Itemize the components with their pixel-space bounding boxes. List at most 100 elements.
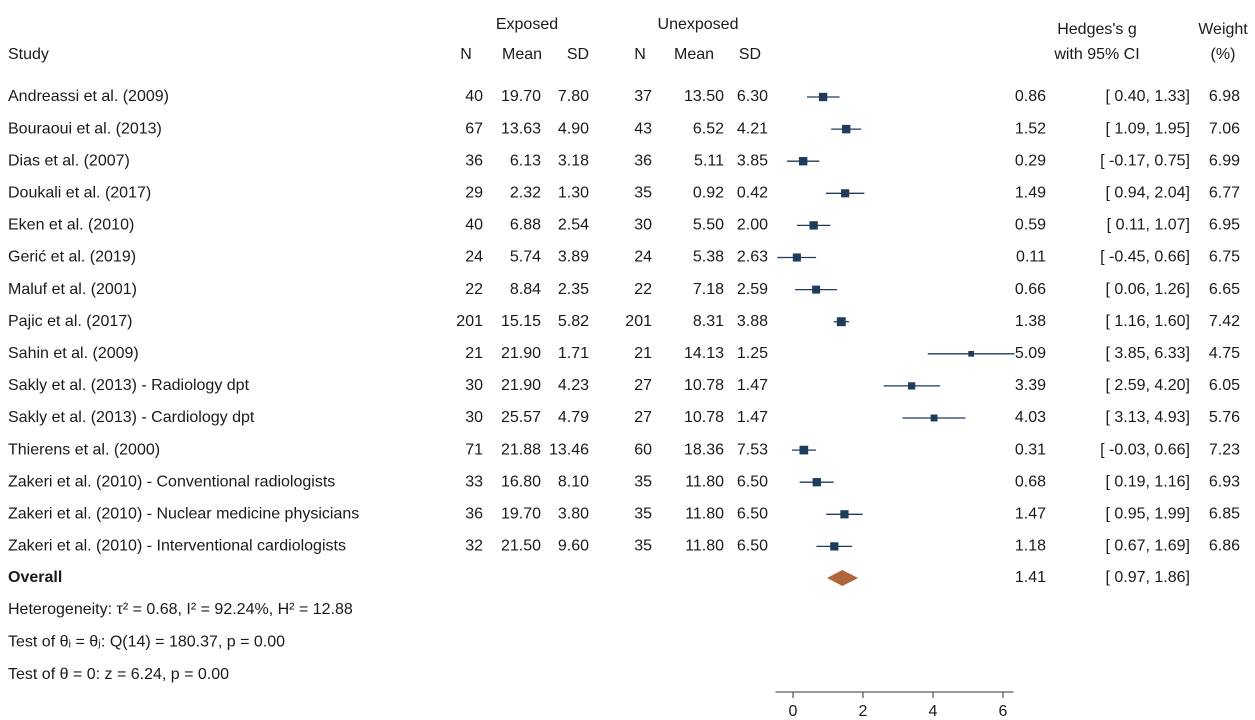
table-cell: 11.80 [685, 473, 724, 490]
table-cell: 6.88 [510, 217, 541, 234]
effect-marker [841, 189, 850, 198]
effect-marker [809, 221, 818, 230]
table-cell: 3.89 [558, 249, 589, 266]
table-cell: 36 [465, 152, 483, 169]
weight-label: 6.05 [1209, 377, 1240, 394]
weight-label: 4.75 [1209, 345, 1240, 362]
table-cell: 5.38 [693, 249, 724, 266]
overall-diamond [826, 570, 859, 586]
ci-label: [ -0.17, 0.75] [1100, 152, 1190, 169]
effect-label: 0.59 [1015, 217, 1046, 234]
ci-label: [ 0.06, 1.26] [1105, 281, 1190, 298]
table-cell: 7.18 [693, 281, 724, 298]
ci-label: [ 3.85, 6.33] [1105, 345, 1190, 362]
table-cell: 8.10 [558, 473, 589, 490]
effect-label: 0.86 [1015, 88, 1046, 105]
table-cell: 1.47 [737, 377, 768, 394]
table-cell: 13.46 [549, 441, 589, 458]
table-cell: 35 [634, 473, 652, 490]
study-label: Maluf et al. (2001) [8, 281, 137, 298]
study-label: Bouraoui et al. (2013) [8, 120, 162, 137]
weight-label: 7.06 [1209, 120, 1240, 137]
study-label: Zakeri et al. (2010) - Nuclear medicine … [8, 506, 359, 523]
table-cell: 3.80 [558, 506, 589, 523]
ci-label: [ 0.94, 2.04] [1105, 185, 1190, 202]
ci-label: [ 0.67, 1.69] [1105, 538, 1190, 555]
column-header: SD [567, 46, 589, 63]
table-cell: 21.90 [501, 345, 541, 362]
ci-label: [ 3.13, 4.93] [1105, 409, 1190, 426]
x-tick-label: 2 [859, 703, 868, 720]
table-cell: 10.78 [684, 409, 724, 426]
table-cell: 35 [634, 506, 652, 523]
weight-label: 6.77 [1209, 185, 1240, 202]
effect-marker [908, 382, 916, 390]
table-cell: 35 [634, 185, 652, 202]
table-cell: 67 [465, 120, 483, 137]
table-cell: 27 [634, 377, 652, 394]
effect-marker [812, 478, 821, 487]
ci-label: [ -0.03, 0.66] [1100, 441, 1190, 458]
table-cell: 6.50 [737, 538, 768, 555]
table-cell: 2.54 [558, 217, 589, 234]
table-cell: 35 [634, 538, 652, 555]
table-cell: 21.88 [501, 441, 541, 458]
effect-marker [841, 124, 851, 134]
effect-label: 0.68 [1015, 473, 1046, 490]
table-cell: 32 [465, 538, 483, 555]
table-cell: 4.23 [558, 377, 589, 394]
weight-label: 5.76 [1209, 409, 1240, 426]
ci-label: [ 0.19, 1.16] [1105, 473, 1190, 490]
effect-label: 1.49 [1015, 185, 1046, 202]
note: Test of θ = 0: z = 6.24, p = 0.00 [8, 666, 229, 683]
column-header: Weight [1198, 21, 1248, 38]
effect-label: 3.39 [1015, 377, 1046, 394]
weight-label: 6.65 [1209, 281, 1240, 298]
table-cell: 8.84 [510, 281, 541, 298]
table-cell: 13.63 [501, 120, 541, 137]
ci-label: [ 0.40, 1.33] [1105, 88, 1190, 105]
weight-label: 6.75 [1209, 249, 1240, 266]
column-header: with 95% CI [1053, 46, 1139, 63]
table-cell: 3.18 [558, 152, 589, 169]
ci-label: [ -0.45, 0.66] [1100, 249, 1190, 266]
note: Heterogeneity: τ² = 0.68, I² = 92.24%, H… [8, 601, 353, 618]
weight-label: 7.23 [1209, 441, 1240, 458]
study-label: Thierens et al. (2000) [8, 441, 160, 458]
study-label: Andreassi et al. (2009) [8, 88, 169, 105]
table-cell: 201 [456, 313, 483, 330]
table-cell: 14.13 [684, 345, 724, 362]
table-cell: 1.25 [737, 345, 768, 362]
table-cell: 71 [465, 441, 483, 458]
effect-marker [836, 317, 846, 327]
table-cell: 8.31 [693, 313, 724, 330]
column-header: Study [8, 46, 49, 63]
table-cell: 2.32 [510, 185, 541, 202]
effect-marker [812, 285, 821, 294]
table-cell: 21 [634, 345, 652, 362]
study-label: Zakeri et al. (2010) - Interventional ca… [8, 538, 346, 555]
group-header: Exposed [496, 16, 558, 33]
table-cell: 3.88 [737, 313, 768, 330]
effect-marker [818, 92, 828, 102]
column-header: N [460, 46, 472, 63]
table-cell: 0.92 [693, 185, 724, 202]
weight-label: 6.98 [1209, 88, 1240, 105]
effect-label: 0.11 [1016, 249, 1046, 266]
table-cell: 13.50 [684, 88, 724, 105]
table-cell: 11.80 [685, 506, 724, 523]
table-cell: 4.90 [558, 120, 589, 137]
table-cell: 5.50 [693, 217, 724, 234]
effect-marker [830, 542, 839, 551]
effect-label: 1.52 [1015, 120, 1046, 137]
effect-label: 1.18 [1015, 538, 1046, 555]
table-cell: 21.90 [501, 377, 541, 394]
ci-label: [ 0.11, 1.07] [1107, 217, 1190, 234]
table-cell: 6.13 [510, 152, 541, 169]
study-label: Sahin et al. (2009) [8, 345, 139, 362]
table-cell: 0.42 [737, 185, 768, 202]
table-cell: 18.36 [684, 441, 724, 458]
table-cell: 7.80 [558, 88, 589, 105]
column-header: N [634, 46, 646, 63]
table-cell: 22 [465, 281, 483, 298]
